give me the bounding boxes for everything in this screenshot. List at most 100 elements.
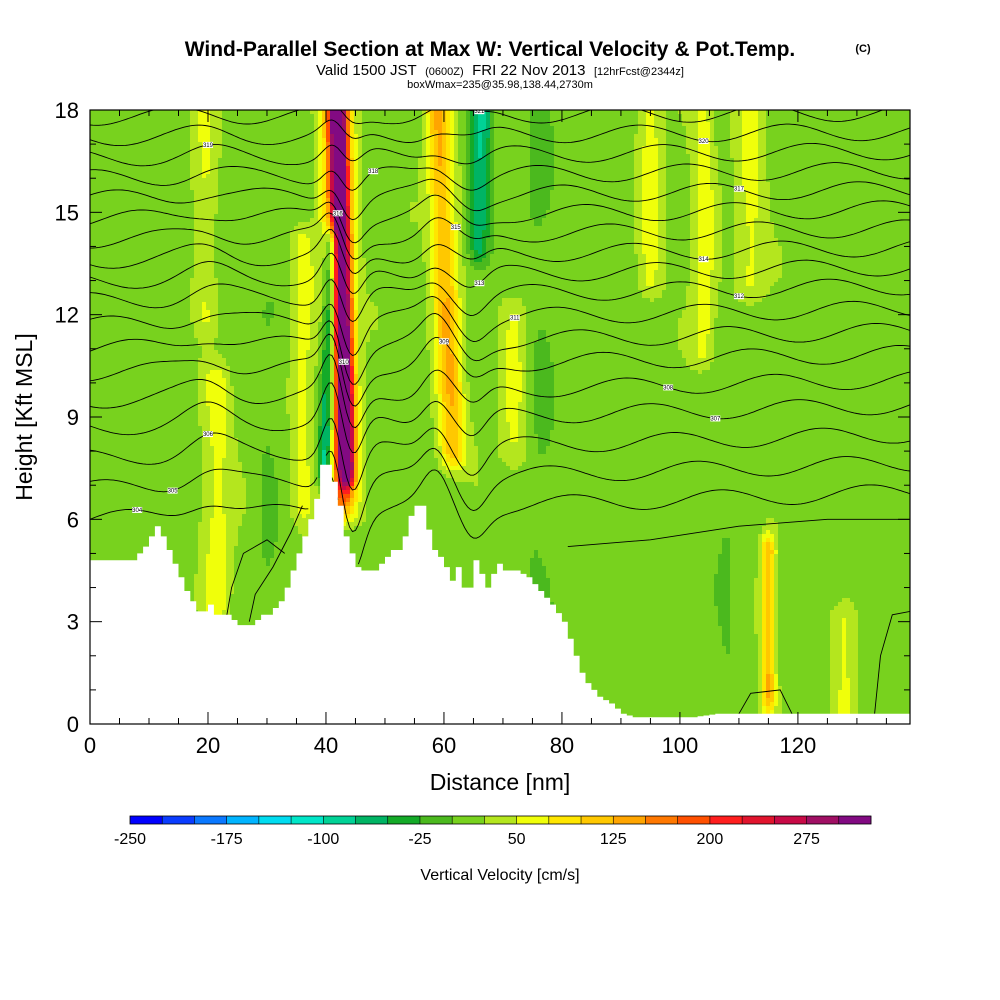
velocity-cell [246, 114, 251, 119]
velocity-cell [238, 122, 243, 127]
velocity-cell [286, 122, 291, 127]
velocity-cell [754, 110, 759, 115]
velocity-cell [326, 110, 331, 115]
velocity-cell [226, 114, 231, 119]
velocity-cell [546, 126, 551, 131]
velocity-cell [446, 122, 451, 127]
velocity-cell [698, 122, 703, 127]
velocity-cell [646, 118, 651, 123]
velocity-cell [90, 114, 95, 119]
velocity-cell [842, 110, 847, 115]
velocity-cell [514, 110, 519, 115]
velocity-cell [454, 118, 459, 123]
velocity-cell [610, 110, 615, 115]
velocity-cell [778, 126, 783, 131]
velocity-cell [830, 110, 835, 115]
velocity-cell [358, 114, 363, 119]
velocity-cell [722, 122, 727, 127]
velocity-cell [798, 118, 803, 123]
velocity-cell [182, 122, 187, 127]
velocity-cell [766, 122, 771, 127]
velocity-cell [822, 122, 827, 127]
velocity-cell [138, 118, 143, 123]
velocity-cell [222, 122, 227, 127]
velocity-cell [194, 126, 199, 131]
velocity-cell [290, 122, 295, 127]
velocity-cell [150, 118, 155, 123]
velocity-cell [202, 118, 207, 123]
velocity-cell [378, 110, 383, 115]
velocity-cell [778, 110, 783, 115]
velocity-cell [610, 118, 615, 123]
velocity-cell [810, 110, 815, 115]
velocity-cell [186, 110, 191, 115]
copyright-mark: (C) [855, 43, 871, 55]
velocity-cell [126, 110, 131, 115]
velocity-cell [286, 118, 291, 123]
velocity-cell [270, 110, 275, 115]
velocity-cell [302, 114, 307, 119]
velocity-cell [562, 126, 567, 131]
velocity-cell [582, 118, 587, 123]
velocity-cell [494, 122, 499, 127]
velocity-cell [222, 126, 227, 131]
velocity-cell [770, 110, 775, 115]
velocity-cell [170, 122, 175, 127]
velocity-cell [262, 114, 267, 119]
velocity-cell [214, 110, 219, 115]
velocity-cell [134, 118, 139, 123]
velocity-cell [182, 114, 187, 119]
velocity-cell [714, 122, 719, 127]
velocity-cell [742, 122, 747, 127]
velocity-cell [646, 114, 651, 119]
velocity-cell [786, 118, 791, 123]
velocity-cell [594, 122, 599, 127]
velocity-cell [890, 114, 895, 119]
velocity-cell [166, 126, 171, 131]
velocity-cell [494, 118, 499, 123]
velocity-cell [874, 122, 879, 127]
velocity-cell [686, 126, 691, 131]
velocity-cell [374, 114, 379, 119]
velocity-cell [138, 122, 143, 127]
velocity-cell [130, 126, 135, 131]
velocity-cell [130, 118, 135, 123]
velocity-cell [846, 122, 851, 127]
velocity-cell [454, 126, 459, 131]
velocity-cell [282, 122, 287, 127]
velocity-cell [434, 118, 439, 123]
velocity-cell [510, 118, 515, 123]
velocity-cell [386, 110, 391, 115]
velocity-cell [122, 114, 127, 119]
velocity-cell [410, 122, 415, 127]
velocity-cell [498, 122, 503, 127]
velocity-cell [686, 122, 691, 127]
velocity-cell [546, 114, 551, 119]
velocity-cell [838, 110, 843, 115]
velocity-cell [590, 118, 595, 123]
velocity-cell [346, 122, 351, 127]
velocity-cell [238, 118, 243, 123]
velocity-cell [578, 118, 583, 123]
velocity-cell [94, 110, 99, 115]
velocity-cell [786, 110, 791, 115]
velocity-cell [750, 126, 755, 131]
velocity-cell [198, 114, 203, 119]
velocity-cell [258, 110, 263, 115]
velocity-cell [542, 126, 547, 131]
velocity-cell [642, 118, 647, 123]
velocity-cell [582, 114, 587, 119]
velocity-cell [410, 126, 415, 131]
velocity-cell [686, 114, 691, 119]
velocity-cell [314, 114, 319, 119]
velocity-cell [534, 110, 539, 115]
velocity-cell [466, 114, 471, 119]
velocity-cell [126, 126, 131, 131]
velocity-cell [490, 114, 495, 119]
velocity-cell [254, 118, 259, 123]
velocity-cell [702, 114, 707, 119]
velocity-cell [362, 126, 367, 131]
velocity-cell [458, 114, 463, 119]
velocity-cell [98, 118, 103, 123]
velocity-cell [458, 118, 463, 123]
